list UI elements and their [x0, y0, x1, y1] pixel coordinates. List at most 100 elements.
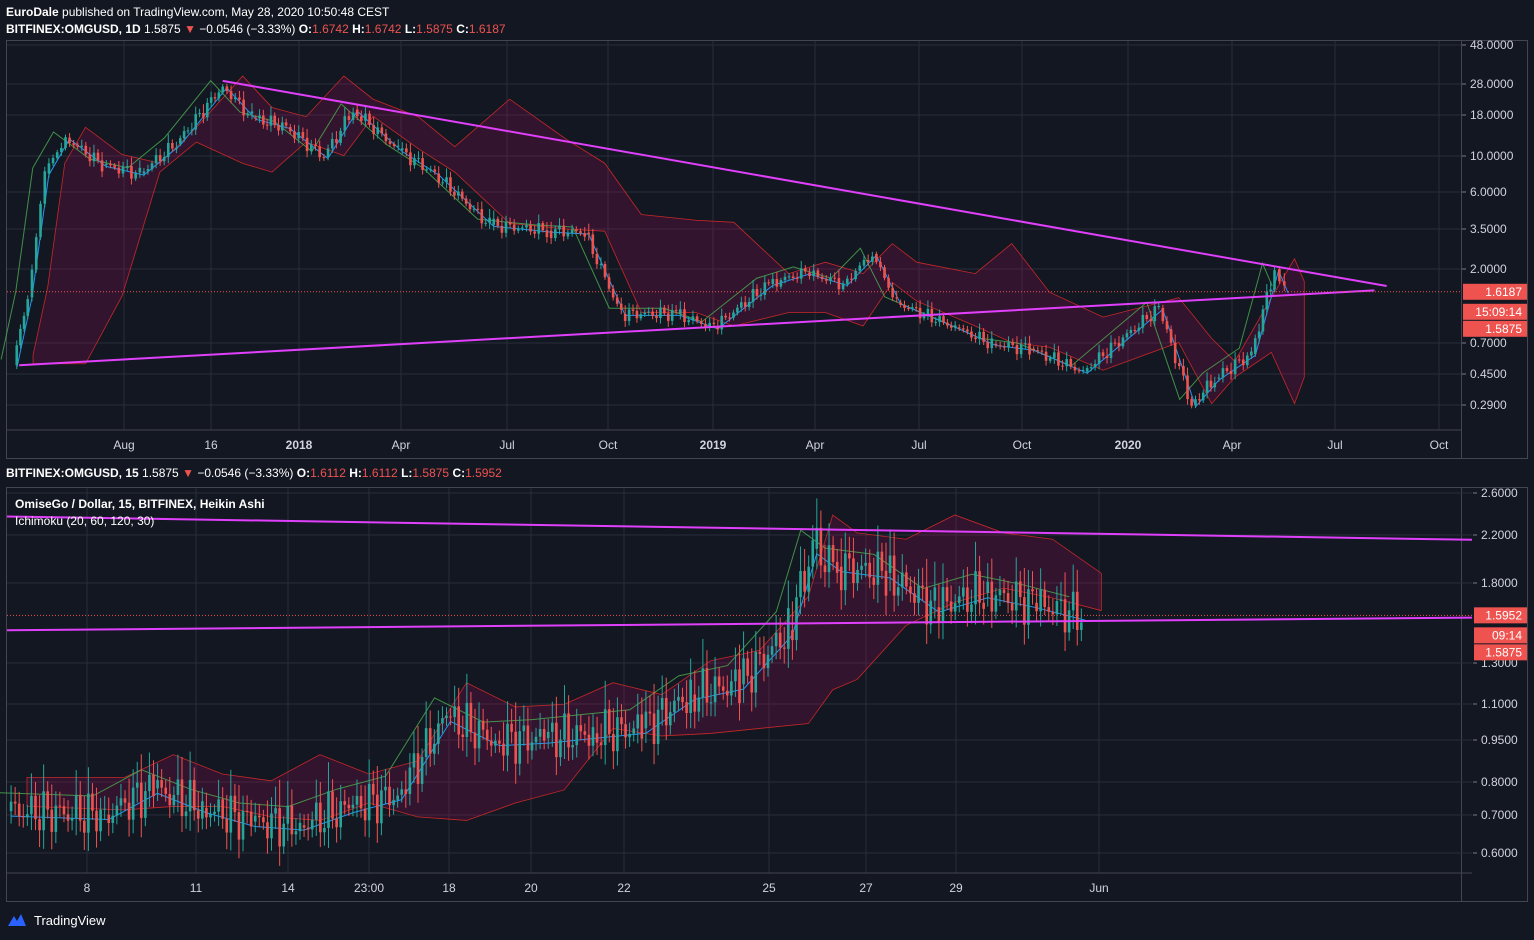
candle-body	[713, 676, 717, 703]
candle-body	[611, 288, 615, 298]
candle-body	[799, 570, 802, 598]
candle-body	[119, 798, 123, 806]
candle-body	[297, 132, 300, 139]
time-tick-label: 22	[617, 881, 631, 895]
candle-body	[679, 309, 682, 314]
candle-body	[51, 157, 55, 164]
candle-body	[787, 276, 791, 278]
candle-body	[903, 304, 906, 309]
down-arrow-icon: ▼	[182, 466, 194, 480]
candle-body	[1061, 365, 1064, 367]
candle-body	[176, 779, 180, 796]
candle-body	[221, 799, 224, 819]
candle-body	[26, 299, 30, 316]
candle-body	[484, 222, 488, 224]
candle-body	[837, 278, 841, 290]
candle-body	[516, 228, 520, 231]
pane2-o-label: O:	[296, 466, 311, 480]
pane2-indicator-label[interactable]: Ichimoku (20, 60, 120, 30)	[15, 514, 155, 528]
candle-body	[196, 810, 200, 819]
candle-body	[1237, 359, 1241, 361]
candle-body	[1044, 351, 1048, 361]
intraday-chart-pane[interactable]	[6, 487, 1462, 902]
candle-body	[681, 696, 684, 703]
candle-body	[595, 733, 599, 743]
pane2-symbol[interactable]: BITFINEX:OMGUSD, 15	[6, 466, 139, 480]
daily-price-axis[interactable]	[1462, 40, 1528, 459]
candle-body	[1161, 308, 1165, 322]
candle-body	[1006, 593, 1010, 604]
candle-body	[21, 816, 25, 818]
candle-body	[866, 259, 870, 262]
candle-body	[900, 572, 904, 588]
candle-body	[38, 819, 41, 831]
candle-body	[666, 313, 670, 321]
candle-body	[68, 137, 71, 144]
time-tick-label: 2018	[286, 438, 313, 452]
candle-body	[433, 169, 437, 172]
candle-body	[530, 742, 534, 751]
candle-body	[270, 813, 273, 839]
candle-body	[294, 831, 298, 835]
candle-body	[92, 152, 96, 162]
candle-body	[879, 261, 882, 268]
candle-body	[816, 270, 820, 277]
candle-body	[282, 823, 286, 847]
candle-body	[685, 702, 688, 713]
candle-body	[413, 158, 416, 166]
daily-chart-pane[interactable]	[6, 40, 1462, 459]
candle-body	[1257, 331, 1261, 339]
candle-body	[628, 733, 631, 738]
last-price-badge: 1.5875	[1485, 645, 1522, 659]
candle-body	[50, 809, 54, 832]
candle-body	[864, 562, 867, 566]
candle-body	[1173, 342, 1177, 364]
candle-body	[603, 709, 607, 746]
candle-body	[732, 312, 735, 318]
candle-body	[1071, 591, 1075, 611]
candle-body	[1101, 352, 1105, 357]
candle-body	[570, 229, 574, 234]
candle-body	[697, 697, 701, 712]
candle-body	[779, 280, 783, 287]
candle-body	[496, 218, 500, 226]
time-tick-label: Jun	[1089, 881, 1108, 895]
candle-body	[186, 130, 190, 132]
candle-body	[233, 795, 237, 813]
candle-body	[339, 801, 342, 828]
candle-body	[209, 814, 212, 818]
pane2-close: 1.5952	[465, 466, 502, 480]
last-price-badge-bg	[1463, 320, 1527, 337]
candle-body	[771, 278, 775, 284]
countdown-badge-bg	[1463, 303, 1527, 320]
candle-body	[978, 571, 981, 603]
candle-body	[87, 793, 90, 833]
candle-body	[437, 173, 441, 183]
candle-body	[121, 166, 125, 174]
candle-body	[603, 263, 607, 278]
candle-body	[125, 165, 129, 167]
candle-body	[54, 805, 58, 832]
candle-body	[1109, 342, 1113, 358]
candle-body	[489, 740, 493, 746]
candle-body	[1040, 350, 1044, 352]
publisher-name[interactable]: EuroDale	[6, 5, 59, 19]
pane1-symbol[interactable]: BITFINEX:OMGUSD, 1D	[6, 22, 141, 36]
candle-body	[998, 345, 1002, 347]
candle-body	[1209, 380, 1213, 388]
pane1-l-label: L:	[404, 22, 417, 36]
candle-body	[91, 793, 94, 811]
pane1-low: 1.5875	[416, 22, 453, 36]
candle-body	[371, 783, 375, 795]
candle-body	[852, 558, 855, 584]
candle-body	[392, 799, 395, 806]
candle-body	[705, 668, 709, 703]
intraday-price-axis[interactable]	[1462, 487, 1528, 902]
footer-brand[interactable]: TradingView	[6, 912, 106, 928]
candle-body	[670, 309, 674, 321]
candle-body	[986, 581, 990, 593]
time-tick-label: Apr	[392, 438, 411, 452]
price-tick-label: 10.0000	[1470, 149, 1514, 163]
candle-body	[1011, 342, 1015, 345]
